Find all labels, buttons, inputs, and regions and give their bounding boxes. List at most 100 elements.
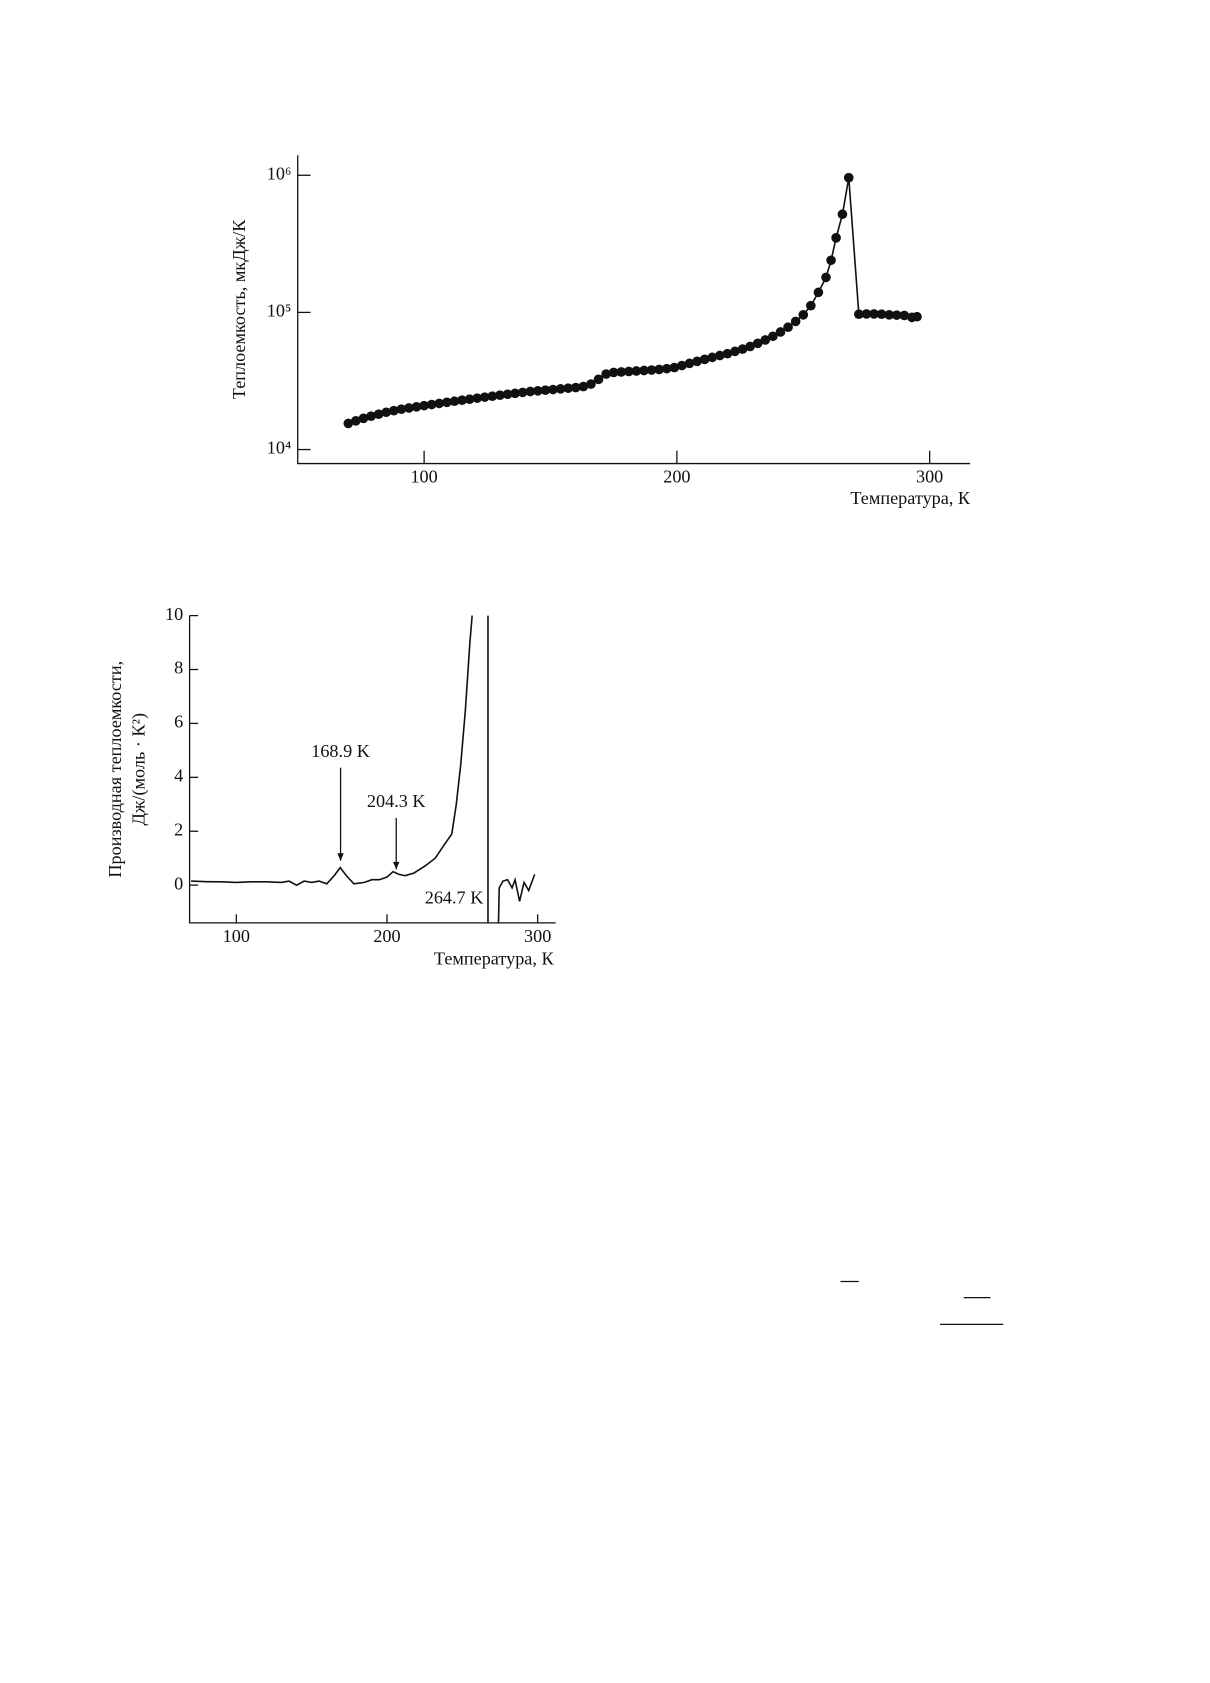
data-point <box>869 309 879 319</box>
data-point <box>639 365 649 376</box>
arrow-head <box>337 853 344 861</box>
axis <box>188 615 556 924</box>
data-point <box>472 393 483 403</box>
y-tick-label: 10⁵ <box>267 301 292 321</box>
y-axis-label: Дж/(моль · К²) <box>129 713 150 826</box>
data-point <box>464 394 475 404</box>
y-tick-label: 4 <box>174 765 183 785</box>
data-point <box>548 384 558 395</box>
y-tick-label: 10⁴ <box>267 438 292 458</box>
data-point <box>684 358 695 369</box>
data-point <box>876 309 887 320</box>
data-line <box>191 615 536 923</box>
data-point <box>912 311 922 322</box>
data-point <box>843 172 854 183</box>
data-point <box>479 392 490 402</box>
data-point <box>669 362 680 373</box>
data-point <box>358 413 369 424</box>
data-point <box>730 346 740 357</box>
data-point <box>510 388 520 399</box>
x-axis-label: Температура, К <box>850 488 971 508</box>
data-point <box>578 381 589 392</box>
data-point <box>502 389 513 400</box>
data-point <box>434 398 445 409</box>
data-point <box>715 350 725 361</box>
y-tick-label: 6 <box>174 712 183 732</box>
x-tick-label: 100 <box>410 467 437 487</box>
data-point <box>783 322 793 333</box>
data-line <box>348 177 918 425</box>
x-tick-label: 100 <box>223 926 250 946</box>
data-point <box>737 344 748 354</box>
data-point <box>790 316 801 327</box>
data-point <box>861 309 872 319</box>
axis <box>297 155 971 465</box>
data-point <box>381 407 392 418</box>
data-point <box>654 364 665 375</box>
y-tick-label: 2 <box>174 819 183 839</box>
data-point <box>661 363 672 374</box>
data-point <box>891 310 902 320</box>
data-point <box>495 390 505 401</box>
data-point <box>768 331 778 342</box>
x-axis-label: Температура, К <box>434 949 555 969</box>
arrow-head <box>393 861 400 870</box>
x-tick-label: 300 <box>916 467 943 487</box>
data-point <box>798 310 809 320</box>
data-point <box>563 383 574 394</box>
data-point <box>540 385 551 395</box>
data-point <box>854 309 864 320</box>
x-tick-label: 200 <box>663 467 690 487</box>
data-point <box>351 415 361 426</box>
data-point <box>616 367 627 377</box>
data-point <box>837 209 848 220</box>
data-point <box>442 397 452 408</box>
data-point <box>775 327 786 337</box>
y-axis-label: Теплоемкость, мкДж/К <box>229 219 249 399</box>
data-point <box>826 255 836 266</box>
data-point <box>752 338 763 349</box>
data-point <box>646 365 657 375</box>
data-point <box>419 400 429 411</box>
data-point <box>624 366 634 377</box>
data-point <box>831 232 841 243</box>
data-point <box>699 354 710 365</box>
data-point <box>677 360 687 371</box>
data-point <box>821 272 831 283</box>
y-tick-label: 0 <box>174 873 183 893</box>
data-point <box>899 310 910 321</box>
data-point <box>813 287 824 298</box>
data-point <box>373 409 384 420</box>
data-point <box>457 395 467 406</box>
data-point <box>884 310 895 320</box>
data-point <box>806 300 816 311</box>
annotation: 204.3 K <box>367 791 426 811</box>
data-point <box>517 387 528 398</box>
data-point <box>745 341 755 352</box>
data-point <box>449 396 460 407</box>
data-point <box>366 411 376 422</box>
data-point <box>525 386 536 397</box>
data-point <box>343 418 354 429</box>
y-tick-label: 10 <box>165 604 183 624</box>
data-point <box>411 401 422 412</box>
y-tick-label: 8 <box>174 658 183 678</box>
data-point <box>760 335 771 345</box>
data-point <box>487 391 498 401</box>
data-point <box>707 352 718 363</box>
y-axis-label: Производная теплоемкости, <box>105 661 125 878</box>
data-point <box>608 367 619 378</box>
annotation: 264.7 K <box>425 887 484 907</box>
data-point <box>722 348 733 359</box>
data-point <box>570 382 581 393</box>
annotation: 168.9 K <box>311 741 370 761</box>
y-tick-label: 10⁶ <box>267 163 292 183</box>
x-tick-label: 200 <box>373 926 400 946</box>
data-point <box>396 404 407 414</box>
x-tick-label: 300 <box>524 926 551 946</box>
data-point <box>631 366 642 376</box>
data-point <box>555 384 566 394</box>
data-point <box>593 374 604 385</box>
data-point <box>692 356 702 367</box>
